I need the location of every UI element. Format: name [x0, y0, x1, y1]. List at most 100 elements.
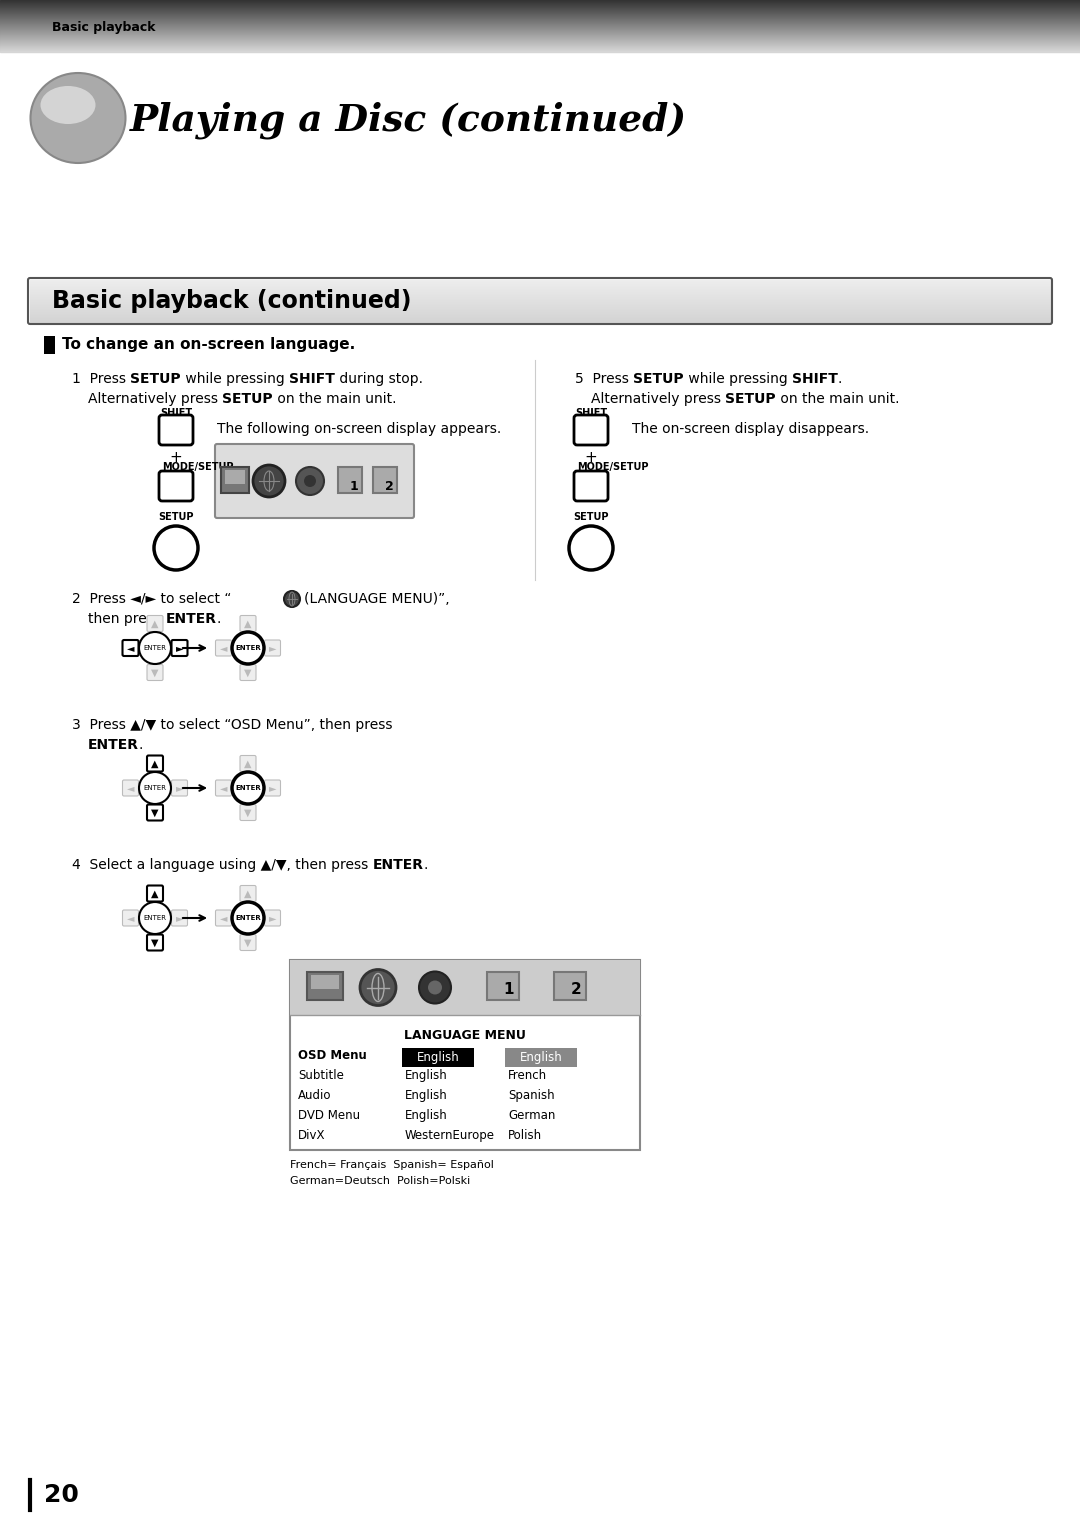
FancyBboxPatch shape: [147, 664, 163, 681]
Text: DVD Menu: DVD Menu: [298, 1109, 360, 1122]
FancyBboxPatch shape: [216, 639, 231, 656]
Text: Audio: Audio: [298, 1090, 332, 1102]
Circle shape: [253, 465, 285, 497]
Text: Spanish: Spanish: [508, 1090, 555, 1102]
Text: English: English: [405, 1090, 448, 1102]
Text: The following on-screen display appears.: The following on-screen display appears.: [217, 423, 501, 436]
FancyBboxPatch shape: [159, 472, 193, 501]
Text: .: .: [838, 372, 842, 386]
Text: ▲: ▲: [151, 888, 159, 899]
Circle shape: [303, 475, 316, 487]
Ellipse shape: [30, 73, 125, 163]
Text: ENTER: ENTER: [235, 645, 261, 652]
Text: ENTER: ENTER: [144, 916, 166, 922]
Text: 2: 2: [384, 481, 393, 493]
Text: 2  Press ◄/► to select “: 2 Press ◄/► to select “: [72, 592, 231, 606]
Text: MODE/SETUP: MODE/SETUP: [577, 462, 648, 472]
Text: ►: ►: [269, 913, 276, 923]
Text: (LANGUAGE MENU)”,: (LANGUAGE MENU)”,: [303, 592, 449, 606]
FancyBboxPatch shape: [338, 467, 362, 493]
Text: German: German: [508, 1109, 555, 1122]
Text: 2: 2: [570, 983, 581, 996]
Circle shape: [284, 591, 300, 607]
Text: on the main unit.: on the main unit.: [273, 392, 396, 406]
Circle shape: [232, 772, 264, 804]
FancyBboxPatch shape: [240, 755, 256, 772]
Text: ENTER: ENTER: [144, 784, 166, 790]
FancyBboxPatch shape: [122, 909, 138, 926]
Text: ◄: ◄: [219, 642, 227, 653]
Circle shape: [139, 632, 171, 664]
Text: ►: ►: [269, 783, 276, 794]
FancyBboxPatch shape: [307, 972, 343, 1000]
Text: ▲: ▲: [244, 618, 252, 629]
FancyBboxPatch shape: [487, 972, 519, 1000]
Bar: [505, 1048, 577, 1067]
Text: The on-screen display disappears.: The on-screen display disappears.: [632, 423, 869, 436]
Text: ►: ►: [176, 642, 184, 653]
FancyBboxPatch shape: [122, 780, 138, 797]
Text: French: French: [508, 1070, 548, 1082]
Circle shape: [139, 902, 171, 934]
FancyBboxPatch shape: [240, 615, 256, 632]
Text: +: +: [170, 450, 183, 465]
FancyBboxPatch shape: [573, 415, 608, 446]
Text: SETUP: SETUP: [222, 392, 273, 406]
Circle shape: [296, 467, 324, 494]
Text: English: English: [405, 1109, 448, 1122]
Text: then press: then press: [87, 612, 165, 626]
FancyBboxPatch shape: [221, 467, 249, 493]
FancyBboxPatch shape: [147, 615, 163, 632]
Text: Alternatively press: Alternatively press: [591, 392, 726, 406]
Text: SHIFT: SHIFT: [289, 372, 335, 386]
Text: ◄: ◄: [126, 913, 134, 923]
FancyBboxPatch shape: [240, 804, 256, 821]
Text: during stop.: during stop.: [335, 372, 423, 386]
Circle shape: [428, 981, 442, 995]
Text: To change an on-screen language.: To change an on-screen language.: [62, 337, 355, 353]
Text: ▲: ▲: [151, 618, 159, 629]
Text: LANGUAGE MENU: LANGUAGE MENU: [404, 1029, 526, 1042]
Bar: [291, 960, 640, 1015]
Text: SETUP: SETUP: [159, 513, 193, 522]
FancyBboxPatch shape: [172, 909, 188, 926]
FancyBboxPatch shape: [240, 664, 256, 681]
Circle shape: [419, 972, 451, 1004]
Text: French= Français  Spanish= Español: French= Français Spanish= Español: [291, 1160, 494, 1170]
FancyBboxPatch shape: [215, 444, 414, 517]
Text: Basic playback (continued): Basic playback (continued): [52, 288, 411, 313]
Text: ▼: ▼: [244, 667, 252, 678]
Text: Basic playback: Basic playback: [52, 21, 156, 35]
Text: 4  Select a language using ▲/▼, then press: 4 Select a language using ▲/▼, then pres…: [72, 858, 373, 871]
Ellipse shape: [41, 85, 95, 124]
Text: English: English: [519, 1050, 563, 1064]
Text: ◄: ◄: [219, 783, 227, 794]
Text: 20: 20: [44, 1483, 79, 1508]
Text: ENTER: ENTER: [235, 916, 261, 922]
Circle shape: [360, 969, 396, 1006]
Text: on the main unit.: on the main unit.: [777, 392, 900, 406]
Text: ENTER: ENTER: [87, 739, 139, 752]
Circle shape: [569, 526, 613, 571]
Circle shape: [139, 772, 171, 804]
FancyBboxPatch shape: [147, 885, 163, 902]
Text: ►: ►: [176, 783, 184, 794]
FancyBboxPatch shape: [240, 934, 256, 951]
Text: SHIFT: SHIFT: [792, 372, 838, 386]
Text: ▲: ▲: [151, 758, 159, 769]
Text: Alternatively press: Alternatively press: [87, 392, 222, 406]
Text: 1: 1: [503, 983, 514, 996]
Text: +: +: [584, 450, 597, 465]
Circle shape: [232, 632, 264, 664]
Text: English: English: [417, 1050, 459, 1064]
Bar: [402, 1048, 474, 1067]
Circle shape: [154, 526, 198, 571]
Text: MODE/SETUP: MODE/SETUP: [162, 462, 233, 472]
Bar: [225, 470, 245, 484]
FancyBboxPatch shape: [265, 639, 281, 656]
FancyBboxPatch shape: [159, 415, 193, 446]
Text: SETUP: SETUP: [633, 372, 684, 386]
Text: Playing a Disc (continued): Playing a Disc (continued): [130, 101, 687, 139]
FancyBboxPatch shape: [265, 780, 281, 797]
Text: ENTER: ENTER: [235, 784, 261, 790]
